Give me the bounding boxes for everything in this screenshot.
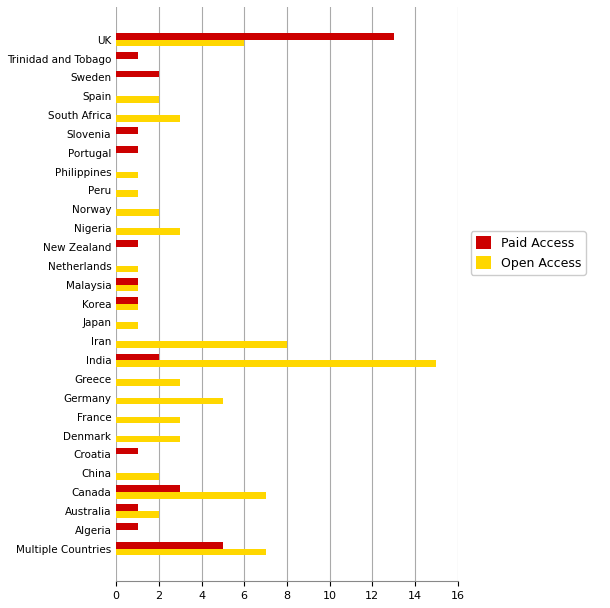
Bar [116, 40, 244, 46]
Bar [116, 511, 159, 517]
Bar [116, 485, 180, 492]
Bar [116, 285, 137, 291]
Bar [116, 523, 137, 530]
Bar [116, 297, 137, 303]
Bar [116, 435, 180, 442]
Bar [116, 171, 137, 178]
Bar [116, 473, 159, 480]
Bar [116, 278, 137, 285]
Bar [116, 96, 159, 103]
Bar [116, 240, 137, 247]
Bar [116, 504, 137, 511]
Bar [116, 190, 137, 197]
Bar [116, 353, 159, 360]
Legend: Paid Access, Open Access: Paid Access, Open Access [470, 232, 586, 275]
Bar [116, 379, 180, 385]
Bar [116, 115, 180, 122]
Bar [116, 209, 159, 216]
Bar [116, 542, 223, 548]
Bar [116, 71, 159, 77]
Bar [116, 127, 137, 134]
Bar [116, 360, 436, 367]
Bar [116, 447, 137, 454]
Bar [116, 398, 223, 404]
Bar [116, 303, 137, 310]
Bar [116, 322, 137, 329]
Bar [116, 492, 265, 499]
Bar [116, 548, 265, 555]
Bar [116, 146, 137, 153]
Bar [116, 228, 180, 235]
Bar [116, 52, 137, 58]
Bar [116, 341, 287, 348]
Bar [116, 33, 393, 40]
Bar [116, 266, 137, 272]
Bar [116, 416, 180, 423]
